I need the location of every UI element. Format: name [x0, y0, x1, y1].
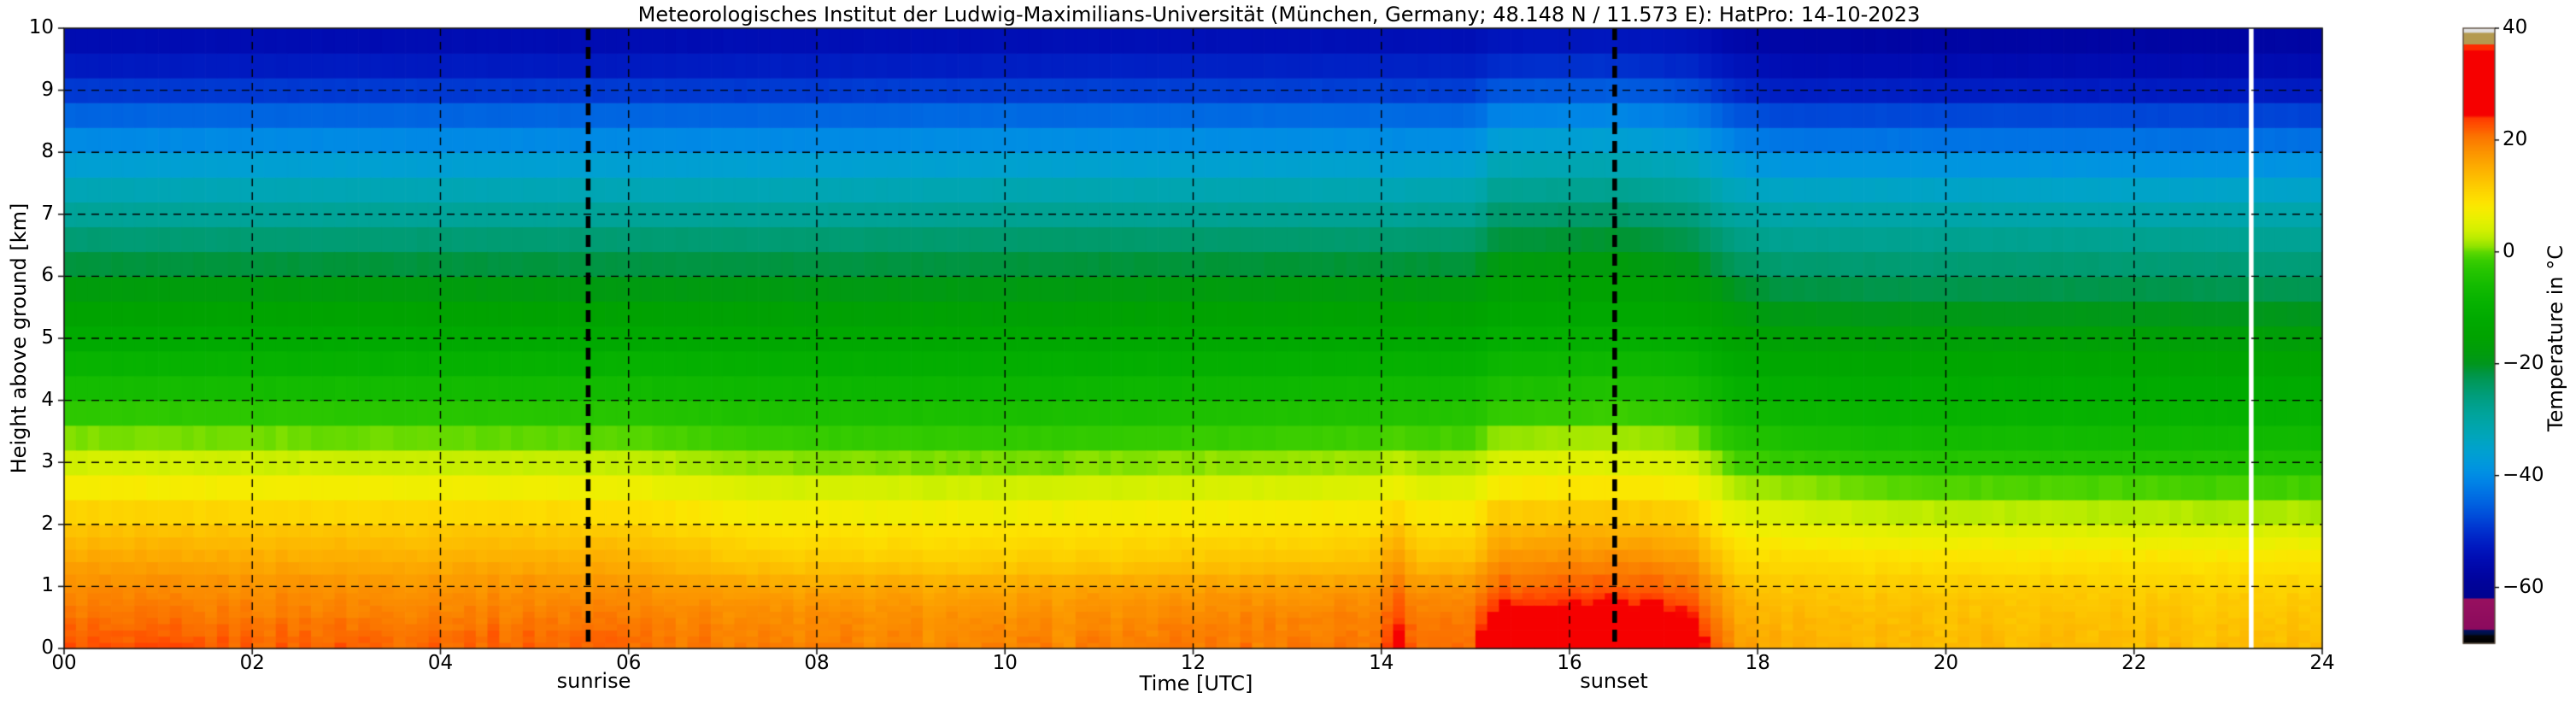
colorbar-tick-label: 0: [2503, 239, 2515, 262]
x-tick-label: 14: [1369, 652, 1394, 674]
colorbar-tick-label: −40: [2503, 463, 2544, 486]
x-tick-label: 10: [992, 652, 1018, 674]
x-tick-label: 02: [239, 652, 265, 674]
y-tick-label: 2: [41, 512, 54, 535]
colorbar-tick-label: 20: [2503, 127, 2528, 150]
x-tick-label: 18: [1745, 652, 1770, 674]
figure-title: Meteorologisches Institut der Ludwig-Max…: [637, 3, 1921, 26]
y-axis-label: Height above ground [km]: [7, 202, 31, 474]
y-tick-label: 9: [41, 78, 54, 101]
sunset-annotation-label: sunset: [1580, 669, 1648, 693]
y-tick-label: 6: [41, 264, 54, 287]
y-tick-label: 8: [41, 140, 54, 163]
y-tick-label: 5: [41, 326, 54, 349]
sunrise-annotation-label: sunrise: [556, 669, 631, 693]
x-tick-label: 20: [1933, 652, 1959, 674]
y-tick-label: 0: [41, 637, 54, 659]
colorbar-tick-label: −60: [2503, 575, 2544, 598]
x-tick-label: 16: [1557, 652, 1582, 674]
x-tick-label: 22: [2121, 652, 2147, 674]
x-tick-label: 24: [2309, 652, 2335, 674]
x-tick-label: 12: [1180, 652, 1206, 674]
y-tick-label: 3: [41, 450, 54, 473]
x-tick-label: 06: [616, 652, 642, 674]
x-tick-label: 04: [427, 652, 454, 674]
y-tick-label: 7: [41, 202, 54, 225]
x-tick-label: 08: [804, 652, 830, 674]
y-tick-label: 10: [28, 16, 54, 38]
colorbar-tick-label: −20: [2503, 351, 2544, 374]
y-tick-label: 4: [41, 388, 54, 411]
x-tick-label: 00: [51, 652, 77, 674]
colorbar-tick-label: 40: [2503, 16, 2528, 38]
y-tick-label: 1: [41, 574, 54, 597]
x-axis-label: Time [UTC]: [1139, 672, 1253, 695]
colorbar-label: Temperature in °C: [2544, 245, 2567, 431]
